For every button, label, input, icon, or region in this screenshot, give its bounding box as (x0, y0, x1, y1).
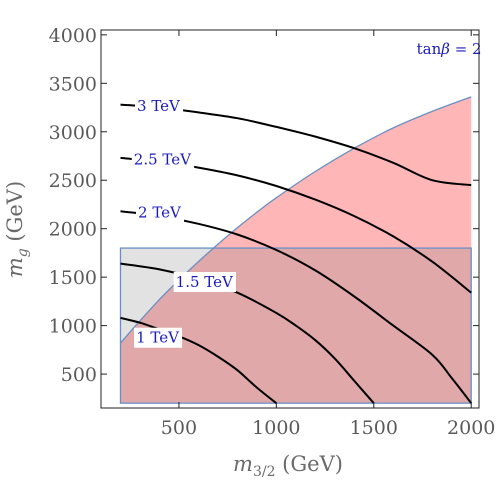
contour-label-1: 1.5 TeV (176, 273, 234, 291)
y-tick-label-5: 3000 (49, 122, 97, 144)
contour-label-bg-1 (173, 272, 237, 292)
contour-label-bg-4 (135, 96, 184, 117)
contour-labels: 1 TeV 1.5 TeV 2 TeV 2.5 TeV 3 TeV (131, 96, 237, 348)
y-tick-label-2: 1500 (49, 267, 97, 289)
y-tick-label-7: 4000 (49, 25, 97, 47)
contour-line-2 (120, 210, 472, 404)
y-axis-tilde: ~ (5, 268, 20, 279)
y-tick-label-4: 2500 (49, 170, 97, 192)
plot-area (119, 96, 472, 404)
contour-label-bg-3 (131, 149, 195, 170)
tan-beta-annotation: tanβ = 2 (417, 40, 482, 58)
x-axis-title: m3/2 (GeV) (233, 452, 343, 480)
pink-region-edge (120, 96, 472, 344)
x-tick-label-1: 1000 (252, 417, 300, 439)
axis-titles: m3/2 (GeV) mg (GeV)~ (3, 181, 343, 480)
y-axis-title-group: mg (GeV)~ (3, 181, 31, 279)
y-tick-label-1: 1000 (49, 316, 97, 338)
y-tick-label-6: 3500 (49, 73, 97, 95)
x-tick-label-0: 500 (161, 417, 197, 439)
contour-label-bg-2 (136, 202, 185, 223)
annotation-layer: tanβ = 2 (417, 40, 482, 58)
contour-label-0: 1 TeV (136, 329, 180, 347)
contour-label-3: 2.5 TeV (134, 150, 192, 168)
x-tick-label-3: 2000 (447, 417, 495, 439)
y-tick-label-3: 2000 (49, 219, 97, 241)
x-tick-label-2: 1500 (350, 417, 398, 439)
contour-line-0 (120, 316, 278, 404)
y-axis-title: mg (GeV) (3, 181, 31, 277)
contour-label-4: 3 TeV (137, 97, 181, 115)
y-tick-label-0: 500 (61, 364, 97, 386)
contour-label-bg-0 (134, 327, 183, 348)
plot-frame (100, 29, 480, 409)
gray-region-edge (119, 247, 472, 404)
contour-label-2: 2 TeV (138, 204, 182, 222)
axis-ticks: 500 1000 1500 2000 500 1000 1500 2000 2500 3000 35… (49, 25, 496, 439)
